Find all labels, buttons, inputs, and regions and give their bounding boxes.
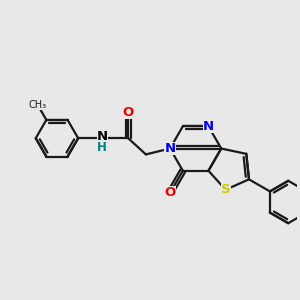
Text: S: S: [221, 183, 230, 196]
Text: N: N: [97, 130, 108, 143]
Text: CH₃: CH₃: [28, 100, 46, 110]
Text: O: O: [123, 106, 134, 119]
Text: O: O: [165, 186, 176, 199]
Text: N: N: [164, 142, 175, 155]
Text: H: H: [97, 141, 106, 154]
Text: N: N: [203, 120, 214, 133]
